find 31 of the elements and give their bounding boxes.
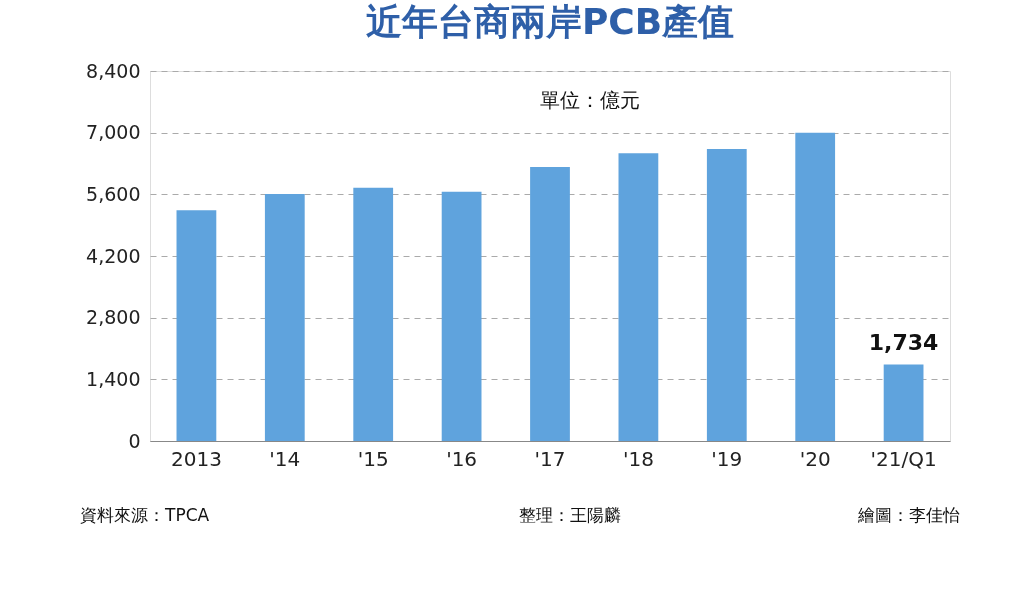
- x-tick-label: '15: [357, 446, 389, 471]
- bar: [618, 153, 659, 441]
- y-tick-label: 8,400: [86, 59, 141, 82]
- bar: [176, 210, 217, 441]
- x-tick-label: '19: [711, 446, 743, 471]
- bar: [441, 191, 482, 441]
- chart-title: 近年台商兩岸PCB產值: [365, 1, 735, 42]
- data-label: 1,734: [868, 329, 939, 355]
- x-tick-label: '20: [799, 446, 831, 471]
- source-note: 資料來源：TPCA: [80, 505, 210, 525]
- bar: [530, 167, 570, 441]
- text: 繪圖：李佳怡: [857, 505, 960, 525]
- bar: [883, 364, 924, 441]
- bar: [706, 148, 747, 441]
- y-tick-label: 2,800: [86, 306, 141, 329]
- x-tick-label: '18: [622, 446, 654, 471]
- x-tick-label: '16: [446, 446, 478, 471]
- y-tick-label: 1,400: [86, 367, 141, 390]
- x-tick-label: '14: [269, 446, 301, 471]
- x-tick-label: '21/Q1: [870, 446, 937, 471]
- annotation: 單位：億元: [540, 88, 640, 112]
- y-tick-label: 4,200: [86, 244, 141, 267]
- bar: [264, 193, 305, 441]
- x-tick-label: '17: [534, 446, 566, 471]
- y-tick-label: 0: [128, 429, 141, 452]
- bar: [353, 187, 394, 441]
- x-tick-label: 2013: [170, 446, 222, 471]
- y-tick-label: 5,600: [86, 182, 141, 205]
- text: 整理：王陽麟: [519, 505, 621, 525]
- bar: [795, 132, 836, 441]
- y-tick-label: 7,000: [86, 121, 141, 144]
